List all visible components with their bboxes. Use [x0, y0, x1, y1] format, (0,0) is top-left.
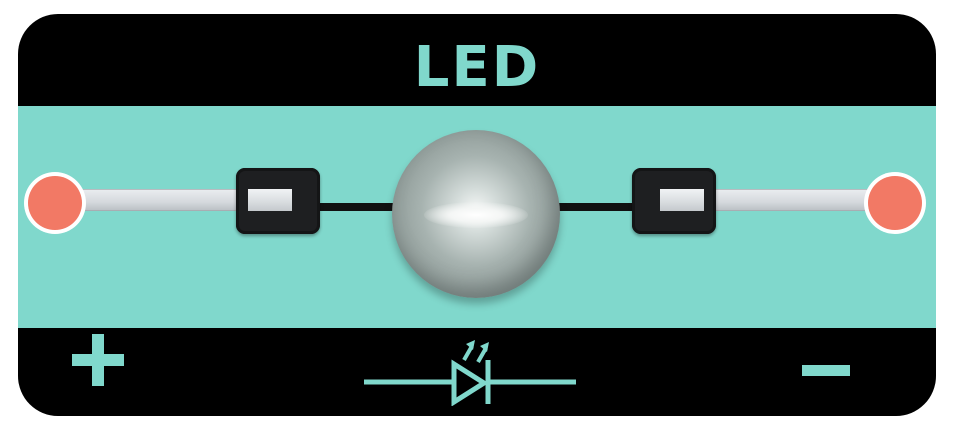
minus-icon [802, 365, 850, 376]
positive-terminal-clamp [236, 168, 320, 234]
led-diode-icon [364, 340, 576, 406]
led-cathode-leg [544, 203, 634, 211]
positive-connection-pad[interactable] [28, 176, 82, 230]
plus-icon [72, 334, 124, 386]
negative-connection-pad[interactable] [868, 176, 922, 230]
positive-lead-wire [42, 189, 290, 211]
negative-terminal-clamp [632, 168, 716, 234]
led-bulb[interactable] [392, 130, 560, 298]
led-bulb-filament [424, 202, 528, 228]
positive-clamp-slot [248, 189, 292, 211]
module-title: LED [413, 35, 541, 100]
negative-clamp-slot [660, 189, 704, 211]
led-anode-leg [318, 203, 408, 211]
led-module-board: LED [18, 14, 936, 416]
